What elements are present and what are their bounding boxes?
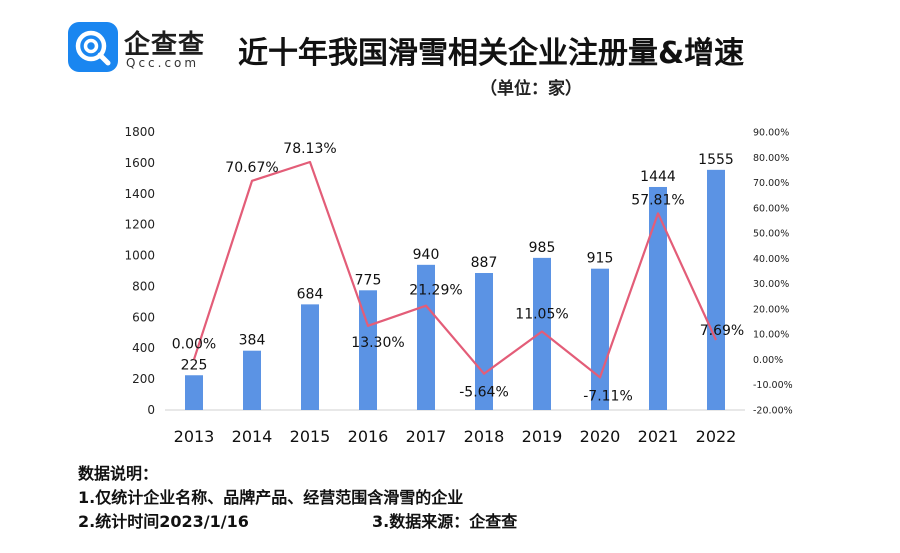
notes-row-2: 2.统计时间2023/1/16 3.数据来源：企查查 <box>78 510 517 534</box>
left-axis-tick-label: 1400 <box>124 187 155 201</box>
growth-value-label: 0.00% <box>172 336 216 352</box>
left-axis-tick-label: 1200 <box>124 218 155 232</box>
right-axis-tick-label: -10.00% <box>753 380 793 391</box>
bar-value-label: 225 <box>181 357 208 373</box>
left-axis: 0 200 400 600 800 1000 1200 1400 1600 1800 <box>124 125 155 417</box>
notes-item-1: 1.仅统计企业名称、品牌产品、经营范围含滑雪的企业 <box>78 488 464 507</box>
brand-logo: 企查查 Qcc.com <box>68 22 218 72</box>
logo-url: Qcc.com <box>126 56 200 70</box>
x-axis-tick-label: 2017 <box>406 427 447 446</box>
bar <box>185 375 203 410</box>
growth-value-label: 13.30% <box>351 335 404 351</box>
right-axis-tick-label: 90.00% <box>753 128 789 139</box>
bar <box>707 169 725 410</box>
bar <box>243 350 261 410</box>
x-axis-tick-label: 2014 <box>232 427 273 446</box>
bar-series <box>185 169 725 410</box>
bar-value-label: 1555 <box>698 152 734 168</box>
left-axis-tick-label: 800 <box>132 279 155 293</box>
growth-line-series <box>192 160 718 379</box>
bar-labels: 225 384 684 775 940 887 985 915 1444 1555 <box>181 152 734 373</box>
right-axis-tick-label: 20.00% <box>753 304 789 315</box>
x-axis-tick-label: 2020 <box>580 427 621 446</box>
growth-value-label: 57.81% <box>631 192 684 208</box>
left-axis-tick-label: 1000 <box>124 249 155 263</box>
notes-item-2: 2.统计时间2023/1/16 <box>78 512 249 531</box>
bar-value-label: 985 <box>529 240 556 256</box>
left-axis-tick-label: 1800 <box>124 125 155 139</box>
right-axis-tick-label: 40.00% <box>753 254 789 265</box>
right-axis-tick-label: 70.00% <box>753 178 789 189</box>
growth-value-label: -7.11% <box>583 388 633 404</box>
x-axis-tick-label: 2016 <box>348 427 389 446</box>
logo-name: 企查查 <box>124 30 206 60</box>
bar <box>649 186 667 410</box>
bar <box>301 304 319 410</box>
left-axis-tick-label: 1600 <box>124 156 155 170</box>
growth-value-label: 21.29% <box>409 283 462 299</box>
growth-value-label: 70.67% <box>225 160 278 176</box>
qcc-logo-icon <box>68 22 118 72</box>
bar <box>533 257 551 410</box>
bar-value-label: 915 <box>587 251 614 267</box>
left-axis-tick-label: 600 <box>132 310 155 324</box>
growth-value-label: 7.69% <box>700 323 744 339</box>
growth-value-label: 11.05% <box>515 307 568 323</box>
growth-labels: 0.00% 70.67% 78.13% 13.30% 21.29% -5.64% 11.05… <box>172 141 744 404</box>
chart-subtitle: （单位：家） <box>480 79 582 99</box>
right-axis-tick-label: 60.00% <box>753 203 789 214</box>
left-axis-tick-label: 400 <box>132 341 155 355</box>
right-axis-tick-label: 0.00% <box>753 355 783 366</box>
left-axis-tick-label: 0 <box>147 403 155 417</box>
right-axis-tick-label: 30.00% <box>753 279 789 290</box>
bar <box>359 290 377 410</box>
x-axis-tick-label: 2021 <box>638 427 679 446</box>
bar-value-label: 887 <box>471 255 498 271</box>
chart-title: 近十年我国滑雪相关企业注册量&增速 <box>238 36 745 71</box>
growth-value-label: 78.13% <box>283 141 336 157</box>
right-axis-tick-label: -20.00% <box>753 406 793 417</box>
right-axis: -20.00% -10.00% 0.00% 10.00% 20.00% 30.00% 40.… <box>753 128 793 417</box>
left-axis-tick-label: 200 <box>132 372 155 386</box>
notes-heading: 数据说明： <box>78 464 159 483</box>
bar-value-label: 1444 <box>640 169 676 185</box>
growth-line <box>192 160 718 379</box>
x-axis-tick-label: 2015 <box>290 427 331 446</box>
notes-item-3: 3.数据来源：企查查 <box>372 512 518 531</box>
right-axis-tick-label: 80.00% <box>753 153 789 164</box>
bar-value-label: 940 <box>413 247 440 263</box>
bar <box>475 273 493 410</box>
bar-value-label: 684 <box>297 286 324 302</box>
x-axis: 2013 2014 2015 2016 2017 2018 2019 2020 2021 2022 <box>165 409 745 446</box>
data-notes: 数据说明： 1.仅统计企业名称、品牌产品、经营范围含滑雪的企业 2.统计时间20… <box>78 462 517 534</box>
right-axis-tick-label: 10.00% <box>753 330 789 341</box>
bar-value-label: 384 <box>239 333 266 349</box>
bar <box>417 264 435 410</box>
bar-value-label: 775 <box>355 272 382 288</box>
growth-value-label: -5.64% <box>459 385 509 401</box>
x-axis-tick-label: 2013 <box>174 427 215 446</box>
x-axis-tick-label: 2018 <box>464 427 505 446</box>
x-axis-tick-label: 2019 <box>522 427 563 446</box>
combo-chart: 0 200 400 600 800 1000 1200 1400 1600 1800 -20.00… <box>124 125 793 446</box>
right-axis-tick-label: 50.00% <box>753 229 789 240</box>
x-axis-tick-label: 2022 <box>696 427 737 446</box>
